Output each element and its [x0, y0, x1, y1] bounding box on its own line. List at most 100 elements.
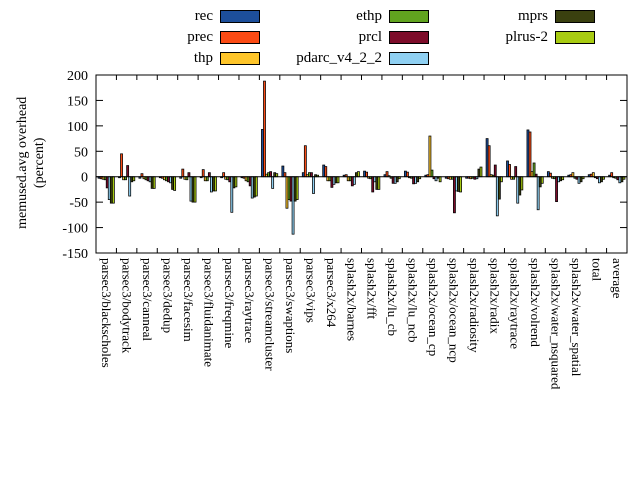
- y-tick-label: -150: [62, 247, 88, 262]
- legend-swatch-pdarc_v4_2_2: [389, 52, 429, 65]
- legend-entry-thp: thp: [141, 48, 260, 69]
- x-category-label-25: average: [610, 258, 625, 299]
- x-category-label-2: parsec3/canneal: [140, 258, 155, 341]
- y-tick-label: 100: [67, 120, 88, 135]
- x-category-label-8: parsec3/streamcluster: [263, 258, 278, 371]
- x-category-label-23: splash2x/water_spatial: [569, 258, 584, 377]
- bar-pdarc_v4_2_2-12: [352, 176, 356, 185]
- bar-prcl-8: [269, 171, 273, 178]
- x-category-label-0: parsec3/blackscholes: [99, 258, 114, 368]
- legend-entry-pdarc_v4_2_2: pdarc_v4_2_2: [294, 48, 429, 69]
- x-category-label-6: parsec3/freqmine: [222, 258, 237, 348]
- y-tick-label: -100: [62, 222, 88, 237]
- bar-prcl-20: [514, 166, 518, 178]
- y-tick-label: 50: [74, 145, 88, 160]
- legend-entry-rec: rec: [141, 6, 260, 27]
- legend-label-pdarc_v4_2_2: pdarc_v4_2_2: [296, 50, 382, 66]
- bar-plrus-2-4: [193, 176, 197, 203]
- bar-prec-25: [610, 172, 614, 178]
- x-category-label-14: splash2x/lu_cb: [385, 258, 400, 336]
- x-category-label-22: splash2x/water_nsquared: [549, 258, 564, 390]
- legend-column-2: mprs plrus-2: [462, 6, 595, 48]
- bar-plrus-2-7: [254, 176, 258, 197]
- bar-prec-4: [181, 168, 185, 178]
- legend-entry-plrus-2: plrus-2: [462, 27, 595, 48]
- bar-prec-13: [365, 171, 368, 178]
- x-category-label-4: parsec3/facesim: [181, 258, 196, 342]
- bar-plrus-2-11: [336, 176, 340, 184]
- bar-prcl-5: [207, 172, 211, 178]
- bar-prec-10: [303, 145, 307, 178]
- legend-column-0: rec prec thp: [141, 6, 260, 69]
- legend-entry-prec: prec: [141, 27, 260, 48]
- y-tick-label: -50: [69, 196, 88, 211]
- legend-swatch-ethp: [389, 10, 429, 23]
- x-category-label-1: parsec3/bodytrack: [120, 258, 135, 354]
- legend-swatch-thp: [220, 52, 260, 65]
- bar-plrus-2-20: [520, 176, 524, 191]
- bar-prcl-4: [187, 172, 191, 178]
- x-category-label-17: splash2x/ocean_ncp: [446, 258, 461, 363]
- legend-label-ethp: ethp: [356, 8, 382, 24]
- bar-prec-15: [406, 171, 409, 178]
- legend-label-thp: thp: [193, 50, 213, 66]
- y-tick-label: 150: [67, 94, 88, 109]
- bar-prec-20: [508, 164, 511, 178]
- bar-plrus-2-17: [459, 176, 462, 193]
- bar-plrus-2-19: [500, 176, 503, 183]
- x-category-label-12: splash2x/barnes: [344, 258, 359, 341]
- x-category-label-24: total: [589, 258, 604, 281]
- bar-plrus-2-9: [295, 176, 299, 200]
- legend-swatch-plrus-2: [555, 31, 595, 44]
- bar-pdarc_v4_2_2-8: [271, 176, 275, 189]
- x-category-label-13: splash2x/fft: [365, 258, 380, 320]
- legend-label-mprs: mprs: [518, 8, 548, 24]
- bar-plrus-2-13: [377, 176, 381, 190]
- bar-pdarc_v4_2_2-10: [312, 176, 315, 194]
- x-category-label-7: parsec3/raytrace: [242, 258, 257, 343]
- legend-swatch-mprs: [555, 10, 595, 23]
- legend-swatch-rec: [220, 10, 260, 23]
- bar-plrus-2-5: [214, 176, 217, 192]
- x-category-label-10: parsec3/vips: [303, 258, 318, 323]
- bar-plrus-2-3: [173, 176, 177, 191]
- legend-swatch-prcl: [389, 31, 429, 44]
- bar-prcl-1: [126, 165, 130, 178]
- bar-ethp-16: [430, 169, 434, 178]
- x-category-label-11: parsec3/x264: [324, 258, 339, 328]
- bar-plrus-2-2: [152, 176, 156, 189]
- bar-prec-8: [263, 80, 266, 178]
- bar-prec-9: [283, 172, 287, 178]
- bar-plrus-2-0: [111, 176, 115, 204]
- bar-plrus-2-18: [479, 166, 483, 178]
- y-tick-label: 200: [67, 69, 88, 84]
- bar-plrus-2-12: [357, 171, 360, 178]
- bar-prcl-10: [310, 172, 313, 178]
- bar-prec-1: [120, 153, 123, 178]
- bar-prec-11: [324, 166, 328, 178]
- x-category-label-15: splash2x/lu_ncb: [406, 258, 421, 343]
- x-category-label-19: splash2x/radix: [487, 258, 502, 334]
- bar-plrus-2-21: [540, 176, 544, 184]
- bar-plrus-2-6: [234, 176, 238, 188]
- bar-ethp-5: [205, 176, 209, 182]
- legend-label-prec: prec: [187, 29, 213, 45]
- x-category-label-5: parsec3/fluidanimate: [201, 258, 216, 367]
- legend-label-rec: rec: [194, 8, 213, 24]
- x-category-label-16: splash2x/ocean_cp: [426, 258, 441, 356]
- bar-prec-22: [549, 172, 552, 178]
- bar-thp-24: [591, 172, 595, 178]
- bar-plrus-2-16: [438, 176, 442, 183]
- bar-prec-19: [487, 145, 491, 178]
- legend-label-plrus-2: plrus-2: [505, 29, 549, 45]
- plot-frame: [95, 74, 628, 254]
- legend-swatch-prec: [220, 31, 260, 44]
- bar-prec-21: [528, 131, 532, 178]
- bar-prcl-19: [493, 164, 497, 178]
- bar-prec-5: [201, 169, 205, 178]
- bar-plrus-2-1: [132, 176, 136, 182]
- legend-label-prcl: prcl: [358, 29, 382, 45]
- legend-entry-mprs: mprs: [462, 6, 595, 27]
- x-category-label-3: parsec3/dedup: [161, 258, 176, 333]
